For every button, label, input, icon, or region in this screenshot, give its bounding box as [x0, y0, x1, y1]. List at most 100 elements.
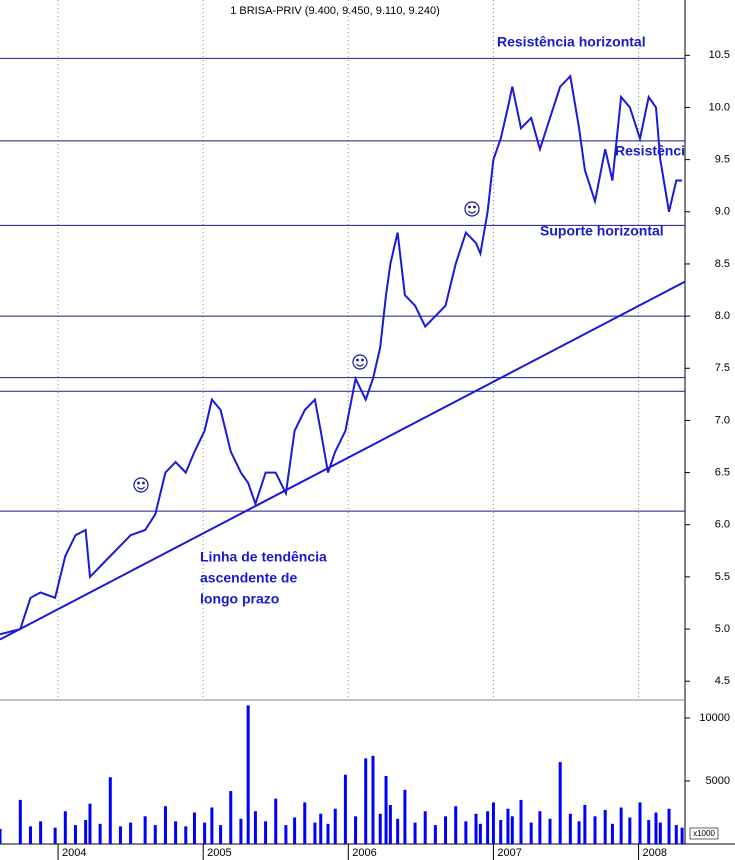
volume-bar [510, 816, 514, 844]
unit-box [689, 827, 719, 840]
volume-bar [39, 821, 43, 844]
price-line [0, 74, 683, 636]
volume-bar [403, 789, 407, 844]
volume-bar [654, 812, 658, 844]
chart-title: 1 BRISA-PRIV (9.400, 9.450, 9.110, 9.240… [230, 5, 440, 17]
annotation: Resistência horizontal [497, 34, 646, 50]
volume-bar [464, 821, 468, 844]
volume-bar [163, 806, 167, 844]
volume-bar [343, 774, 347, 844]
annotation: ascendente de [200, 570, 297, 586]
y-tick-label: 10.5 [709, 49, 730, 61]
volume-bar [303, 802, 307, 844]
volume-bar [333, 808, 337, 844]
volume-bar [274, 798, 278, 844]
volume-bar [529, 822, 533, 844]
volume-bar [658, 822, 662, 844]
y-tick-label: 8.5 [715, 258, 730, 270]
volume-bar [667, 808, 671, 844]
x-tick-label: 2005 [207, 847, 231, 859]
volume-bar [184, 826, 188, 844]
volume-bar [229, 791, 233, 844]
volume-bar [491, 802, 495, 844]
volume-bar [239, 818, 243, 844]
volume-bar [680, 827, 684, 844]
volume-bar [319, 813, 323, 844]
volume-bar [506, 808, 510, 844]
y-tick-label: 5.5 [715, 571, 730, 583]
volume-bar [388, 804, 392, 844]
volume-bar [98, 823, 102, 844]
volume-bar [326, 823, 330, 844]
volume-bar [538, 811, 542, 844]
volume-bar [628, 817, 632, 844]
annotation: Linha de tendência [200, 549, 327, 565]
y-tick-label: 7.0 [715, 414, 730, 426]
trendline [0, 280, 685, 641]
volume-bar [18, 799, 22, 844]
volume-bar [84, 820, 88, 844]
volume-bar [519, 799, 523, 844]
volume-bar [28, 826, 32, 844]
smileys [133, 201, 480, 493]
volume-bar [396, 818, 400, 844]
annotation: Suporte horizontal [540, 223, 664, 239]
y-tick-label: 6.5 [715, 466, 730, 478]
volume-bar [246, 705, 250, 844]
volume-bar [378, 813, 382, 844]
volume-bar [486, 811, 490, 844]
volume-bar [174, 821, 178, 844]
y-tick-label: 10.0 [709, 101, 730, 113]
x-tick-label: 2004 [62, 847, 86, 859]
volume-bar [364, 758, 368, 844]
volume-bar [593, 816, 597, 844]
y-tick-label: 5000 [706, 775, 730, 787]
volume-bar [253, 811, 257, 844]
volume-bar [264, 821, 268, 844]
volume-bar [583, 804, 587, 844]
volume-bar [603, 809, 607, 844]
volume-bar [108, 777, 112, 844]
volume-bar [568, 813, 572, 844]
volume-bar [73, 825, 77, 844]
volume-bar [610, 823, 614, 844]
volume-bar [423, 811, 427, 844]
unit-label: x1000 [693, 829, 715, 838]
volume-bar [129, 822, 133, 844]
volume-bar [313, 822, 317, 844]
volume-bar [413, 822, 417, 844]
x-tick-label: 2006 [352, 847, 376, 859]
annotation: longo prazo [200, 591, 279, 607]
volume-bar [88, 803, 92, 844]
y-tick-label: 10000 [699, 712, 730, 724]
volume-bar [284, 825, 288, 844]
y-tick-label: 6.0 [715, 519, 730, 531]
y-tick-label: 8.0 [715, 310, 730, 322]
volume-bar [548, 818, 552, 844]
volume-bar [474, 813, 478, 844]
volume-bar [118, 826, 122, 844]
volume-bar [433, 825, 437, 844]
annotation: Resistência [615, 143, 693, 159]
volume-bar [454, 806, 458, 844]
volume-bar [674, 825, 678, 844]
volume-bar [192, 812, 196, 844]
volume-bar [371, 755, 375, 844]
plot-area: Resistência horizontal Resistência Suporte… [0, 0, 693, 844]
volume-bar [478, 823, 482, 844]
volume-bar [558, 762, 562, 844]
volume-bar [53, 827, 57, 844]
volume-bar [293, 817, 297, 844]
volume-bar [143, 816, 147, 844]
volume-bar [619, 807, 623, 844]
volume-bar [219, 825, 223, 844]
volume-bar [444, 816, 448, 844]
volume-bar [647, 820, 651, 844]
y-tick-label: 5.0 [715, 623, 730, 635]
volume-bar [203, 822, 207, 844]
volume-bar [210, 807, 214, 844]
x-tick-label: 2008 [643, 847, 667, 859]
volume-bar [63, 811, 67, 844]
volume-bar [638, 802, 642, 844]
